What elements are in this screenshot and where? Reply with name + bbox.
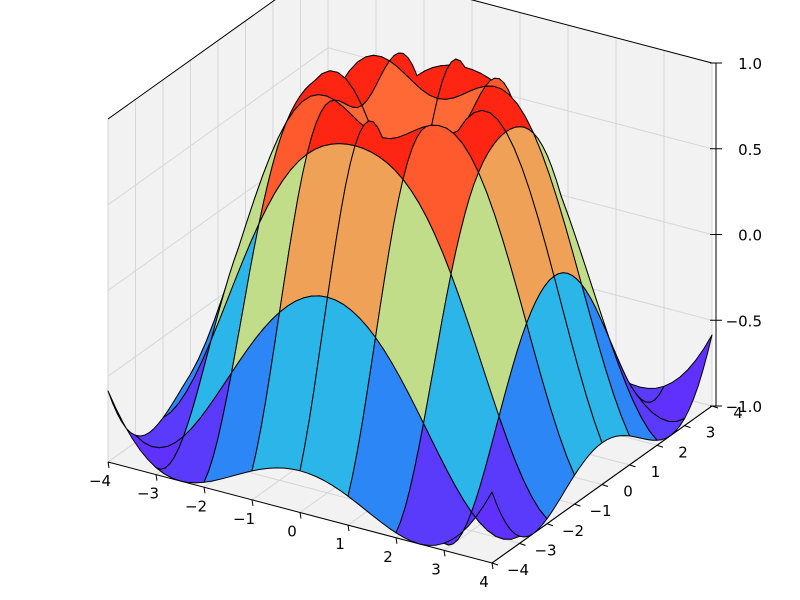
x-tick [299,512,302,519]
x-tick-label: 0 [287,523,297,541]
y-tick [684,425,691,429]
x-tick [395,537,398,544]
y-tick [629,464,636,468]
pane-top-edge [107,0,713,120]
x-tick-label: −3 [137,485,159,503]
surface-patch [443,491,520,546]
y-tick-label: −1 [589,502,611,520]
grid-line [107,47,713,206]
axis-ticks [107,62,722,570]
z-tick-label: −0.5 [726,312,762,330]
z-tick-label: 1.0 [738,55,762,73]
y-tick-label: 4 [733,404,743,422]
y-tick-label: 3 [706,424,716,442]
x-tick-label: −2 [185,497,207,515]
x-tick-label: 2 [383,548,393,566]
surface-mesh [107,52,713,546]
y-tick [574,503,581,507]
x-tick-label: −1 [233,510,255,528]
y-tick [601,484,609,487]
y-tick-label: −3 [534,541,556,559]
x-tick [107,461,110,469]
y-tick-label: 0 [623,483,633,501]
x-tick [443,550,446,557]
y-tick [546,523,554,527]
x-tick [155,474,158,481]
y-tick-label: 2 [678,443,688,461]
x-tick-label: 3 [431,560,441,578]
y-tick-label: −4 [507,561,529,579]
axis-tick-labels: −4−3−2−101234−4−3−2−101234−1.0−0.50.00.5… [89,55,762,591]
y-tick [491,562,499,566]
y-tick-label: −2 [562,522,584,540]
y-tick-label: 1 [651,463,661,481]
z-tick-label: −1.0 [726,398,762,416]
x-tick [347,525,350,532]
x-tick [491,562,494,570]
z-tick-label: 0.5 [738,141,762,159]
x-tick [251,499,254,506]
y-tick [519,542,526,546]
z-tick-label: 0.0 [738,227,762,245]
x-tick-label: −4 [89,472,111,490]
x-tick-label: 4 [479,573,489,591]
x-tick [203,487,206,494]
y-tick [656,444,664,448]
x-tick-label: 1 [335,535,345,553]
